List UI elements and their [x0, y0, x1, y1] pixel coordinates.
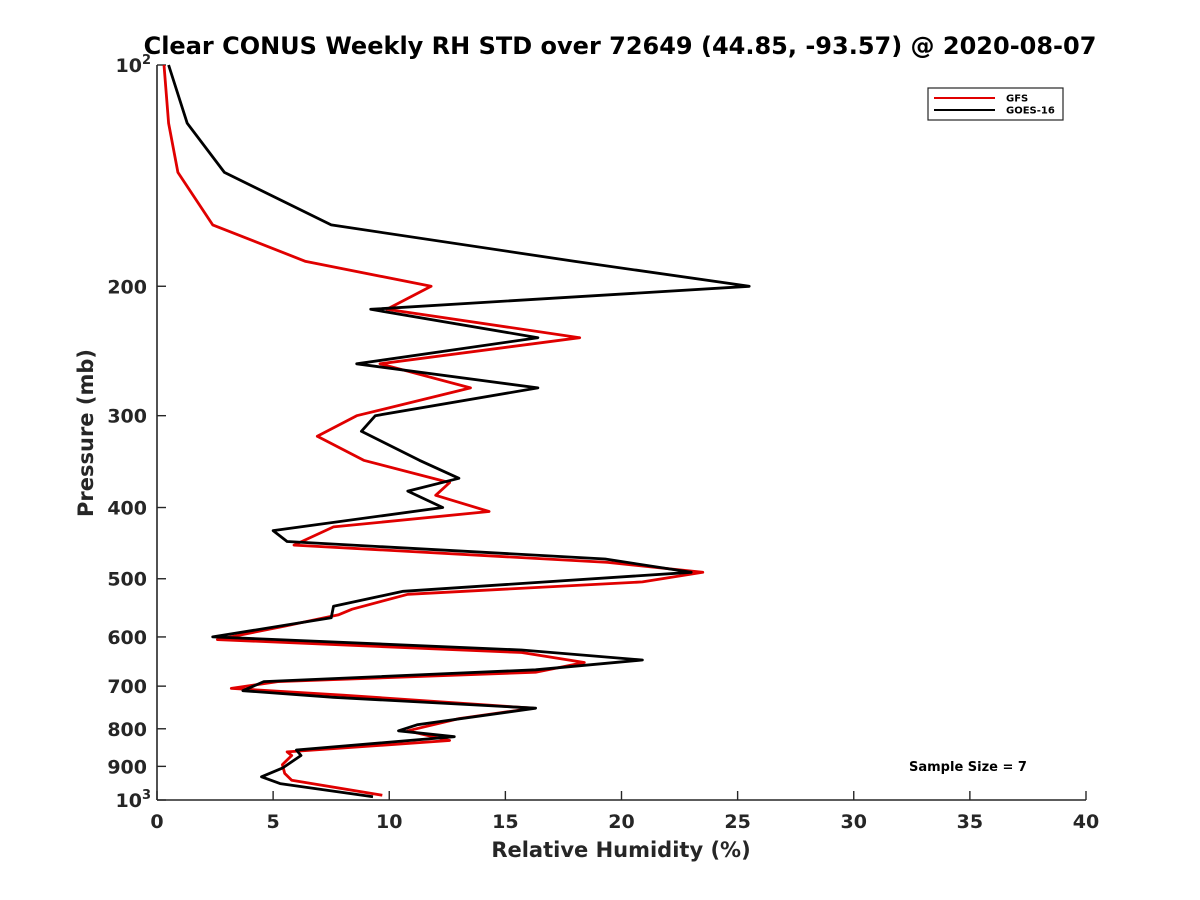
y-tick-label: 900: [107, 756, 147, 778]
x-tick-label: 5: [267, 811, 280, 833]
y-tick-label: 500: [107, 569, 147, 591]
chart-title: Clear CONUS Weekly RH STD over 72649 (44…: [144, 32, 1097, 60]
legend: GFS GOES-16: [927, 87, 1064, 121]
x-tick-label: 35: [957, 811, 983, 833]
y-tick-label: 200: [107, 276, 147, 298]
y-tick-label: 700: [107, 676, 147, 698]
y-tick-label: 400: [107, 498, 147, 520]
y-tick-label-base: 10: [116, 790, 142, 812]
series-layer: [162, 64, 751, 799]
y-tick-label: 102: [116, 53, 152, 77]
y-tick-label-exponent: 3: [142, 788, 151, 803]
x-tick-label: 40: [1073, 811, 1099, 833]
y-tick-label: 300: [107, 406, 147, 428]
y-tick-label: 800: [107, 719, 147, 741]
plot-axes: [156, 65, 1086, 801]
y-tick-label: 600: [107, 627, 147, 649]
x-tick-label: 25: [724, 811, 750, 833]
y-tick-label-base: 10: [116, 55, 142, 77]
x-axis-label: Relative Humidity (%): [491, 838, 750, 862]
x-tick-label: 20: [608, 811, 634, 833]
y-tick-label-exponent: 2: [142, 53, 151, 68]
legend-label-gfs: GFS: [1006, 94, 1028, 105]
series-line-gfs: [162, 64, 705, 797]
legend-box: [927, 87, 1064, 121]
y-axis-label: Pressure (mb): [74, 349, 98, 517]
x-tick-label: 30: [841, 811, 867, 833]
x-tick-label: 0: [150, 811, 163, 833]
legend-label-goes16: GOES-16: [1006, 106, 1055, 117]
x-tick-label: 10: [376, 811, 402, 833]
y-tick-label: 103: [116, 788, 152, 812]
x-tick-label: 15: [492, 811, 518, 833]
sample-size-annotation: Sample Size = 7: [909, 760, 1027, 775]
series-line-goes16: [167, 64, 751, 799]
x-ticks: 0 5 10 15 20 25 30 35 40: [150, 791, 1099, 833]
